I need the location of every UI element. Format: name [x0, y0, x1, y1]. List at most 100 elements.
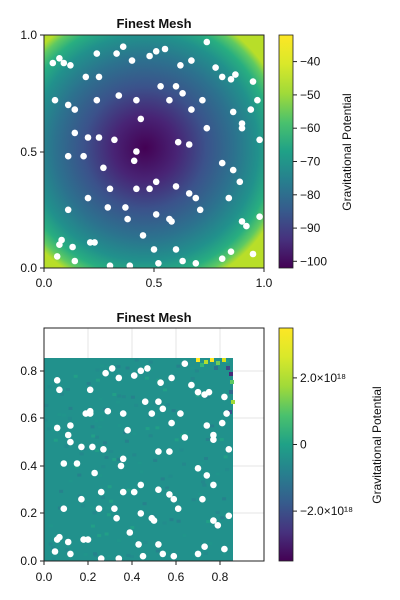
scatter-point — [119, 455, 127, 463]
scatter-point — [128, 57, 136, 64]
scatter-point — [91, 469, 98, 477]
chart-1-title: Finest Mesh — [116, 16, 191, 31]
scatter-point — [115, 374, 123, 382]
noise-cell — [130, 395, 135, 399]
noise-cell — [63, 444, 68, 448]
scatter-point — [91, 239, 98, 246]
noise-cell — [224, 360, 229, 364]
noise-cell — [222, 358, 226, 362]
scatter-point — [137, 367, 145, 375]
chart-2-noise — [44, 358, 235, 561]
scatter-point — [84, 134, 92, 141]
chart-1-x-tick: 0.5 — [146, 276, 163, 290]
scatter-point — [58, 236, 65, 244]
scatter-point — [188, 381, 195, 389]
noise-cell — [95, 378, 100, 382]
scatter-point — [69, 243, 76, 251]
scatter-point — [150, 517, 158, 524]
noise-cell — [163, 388, 167, 392]
noise-cell — [106, 513, 111, 517]
noise-cell — [50, 428, 55, 432]
scatter-point — [203, 124, 211, 132]
scatter-point — [159, 405, 167, 413]
noise-cell — [206, 395, 211, 399]
noise-cell — [100, 364, 104, 368]
scatter-point — [170, 495, 178, 503]
scatter-point — [93, 96, 101, 104]
scatter-point — [221, 545, 228, 553]
scatter-point — [181, 434, 189, 441]
noise-cell — [95, 368, 100, 372]
scatter-point — [172, 83, 180, 90]
scatter-point — [124, 215, 131, 223]
chart-2-y-tick: 0.2 — [20, 506, 37, 520]
scatter-point — [84, 194, 92, 202]
scatter-point — [249, 78, 257, 85]
noise-cell — [90, 524, 95, 528]
scatter-point — [130, 157, 138, 165]
noise-cell — [77, 473, 82, 477]
scatter-point — [256, 136, 263, 144]
noise-cell — [94, 449, 99, 452]
noise-cell — [230, 380, 234, 384]
noise-cell — [200, 363, 204, 367]
scatter-point — [80, 152, 87, 160]
noise-cell — [92, 511, 97, 515]
noise-cell — [216, 361, 220, 365]
scatter-point — [218, 159, 226, 167]
scatter-point — [254, 96, 261, 104]
scatter-point — [86, 386, 94, 394]
noise-cell — [74, 465, 79, 469]
chart-1-y-tick: 0.5 — [20, 145, 37, 159]
scatter-point — [60, 460, 68, 467]
noise-cell — [98, 397, 103, 401]
scatter-point — [146, 185, 153, 193]
colorbar-tick-label: −40 — [300, 55, 321, 69]
chart-1: Finest Mesh 1.0 0.5 0.0 0.0 0.5 1.0 −40−… — [20, 16, 354, 290]
noise-cell — [89, 506, 94, 510]
scatter-point — [106, 262, 114, 268]
scatter-point — [56, 55, 63, 62]
noise-cell — [204, 457, 208, 460]
scatter-point — [100, 446, 107, 453]
noise-cell — [90, 425, 95, 429]
noise-cell — [201, 480, 206, 484]
noise-cell — [81, 442, 86, 446]
noise-cell — [126, 488, 131, 492]
scatter-point — [71, 129, 79, 137]
scatter-point — [161, 45, 169, 53]
noise-cell — [182, 534, 187, 538]
scatter-point — [119, 43, 127, 50]
chart-1-colorbar-gradient — [278, 34, 294, 269]
scatter-point — [126, 529, 134, 536]
noise-cell — [73, 374, 78, 378]
chart-2-colorbar-gradient — [278, 327, 294, 562]
noise-cell — [190, 366, 195, 370]
chart-2-y-axis: 0.0 0.2 0.4 0.6 0.8 — [20, 364, 44, 568]
noise-cell — [142, 502, 147, 506]
noise-cell — [229, 390, 233, 394]
colorbar-tick-label: −80 — [300, 188, 321, 202]
chart-2-y-tick: 0.4 — [20, 459, 37, 473]
scatter-point — [155, 398, 162, 406]
chart-2-colorbar-ticks: 2.0×10¹⁸ 0 −2.0×10¹⁸ — [293, 371, 353, 518]
noise-cell — [210, 358, 214, 362]
colorbar-tick-label: −90 — [300, 221, 321, 235]
noise-cell — [220, 516, 225, 520]
noise-cell — [104, 456, 109, 459]
scatter-point — [64, 538, 72, 546]
noise-cell — [148, 434, 153, 438]
scatter-point — [56, 533, 63, 541]
chart-2-frame — [43, 327, 265, 562]
chart-2-y-tick: 0.6 — [20, 411, 37, 425]
scatter-point — [152, 178, 160, 186]
scatter-point — [104, 204, 112, 211]
noise-cell — [67, 416, 72, 420]
noise-cell — [195, 394, 200, 397]
scatter-point — [137, 481, 145, 489]
noise-cell — [59, 489, 64, 493]
scatter-point — [86, 410, 94, 417]
scatter-point — [64, 101, 72, 109]
noise-cell — [101, 465, 106, 469]
noise-cell — [116, 457, 121, 461]
